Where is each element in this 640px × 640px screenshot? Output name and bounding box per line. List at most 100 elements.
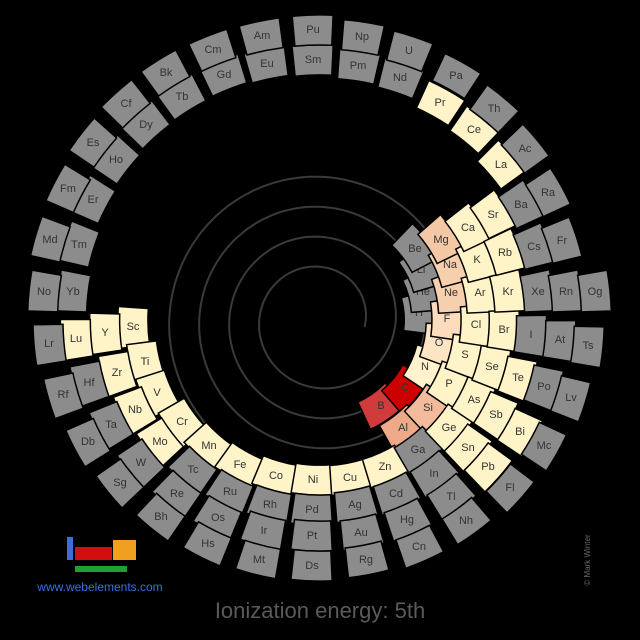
element-symbol: Li [417, 264, 426, 276]
element-symbol: Fe [234, 459, 247, 471]
element-symbol: La [495, 159, 508, 171]
element-cell: Ds [290, 548, 333, 582]
element-symbol: C [401, 382, 409, 394]
element-cell: Nh [440, 496, 493, 546]
element-symbol: Ru [223, 486, 237, 498]
element-symbol: Nh [459, 515, 473, 527]
element-cell: No [26, 269, 63, 313]
cell-shape [182, 520, 233, 567]
element-cell: Fr [540, 216, 583, 265]
element-symbol: Ce [467, 124, 481, 136]
element-cell: Y [88, 312, 123, 356]
element-symbol: Tl [446, 491, 455, 503]
cell-shape [134, 492, 187, 543]
element-symbol: Hg [400, 514, 414, 526]
element-cell: Am [238, 17, 285, 56]
logo-part [75, 547, 112, 560]
element-cell: Fl [485, 462, 536, 514]
element-symbol: Am [254, 30, 271, 42]
element-symbol: Ni [308, 474, 318, 486]
element-symbol: Tc [188, 464, 200, 476]
element-cell: Ra [524, 167, 572, 218]
element-symbol: U [405, 45, 413, 57]
cell-shape [576, 269, 613, 313]
element-cell: Ac [500, 123, 551, 175]
element-cell: Bk [139, 48, 191, 98]
element-cell: Eu [242, 45, 290, 85]
element-cell: Ts [569, 325, 605, 369]
element-cell: Po [522, 364, 565, 412]
element-symbol: V [153, 387, 161, 399]
element-symbol: Ga [411, 444, 427, 456]
cell-shape [431, 52, 482, 100]
element-symbol: Er [88, 194, 99, 206]
cell-shape [440, 496, 493, 546]
element-symbol: Rh [263, 499, 277, 511]
element-cell: Fm [44, 163, 92, 214]
element-symbol: Sn [461, 442, 474, 454]
element-symbol: Fm [60, 183, 76, 195]
element-symbol: P [445, 378, 452, 390]
element-symbol: Cn [412, 541, 426, 553]
cell-shape [344, 540, 390, 579]
element-symbol: F [444, 313, 451, 325]
element-symbol: At [555, 334, 565, 346]
element-symbol: Ca [461, 222, 476, 234]
cell-shape [187, 28, 237, 73]
cell-shape [139, 48, 191, 98]
cell-shape [238, 17, 285, 56]
element-cell: Rn [547, 269, 584, 313]
element-symbol: Eu [260, 58, 273, 70]
element-cell: At [541, 319, 577, 363]
cell-shape [64, 417, 112, 468]
element-cell: Ni [290, 462, 335, 496]
element-symbol: Pm [350, 60, 367, 72]
element-symbol: Pa [449, 70, 463, 82]
element-symbol: N [421, 361, 429, 373]
element-symbol: Gd [217, 69, 232, 81]
cell-shape [569, 325, 605, 369]
element-symbol: Cm [204, 44, 221, 56]
element-cell: Np [340, 18, 386, 57]
element-symbol: Cl [471, 319, 481, 331]
cell-shape [290, 548, 333, 582]
spiral-lines [168, 175, 483, 480]
element-cell: Cm [187, 28, 237, 73]
element-cell: Co [250, 454, 299, 496]
element-symbol: Es [87, 137, 100, 149]
element-symbol: Te [512, 372, 524, 384]
element-symbol: Si [423, 402, 433, 414]
element-symbol: Hf [84, 377, 96, 389]
cell-shape [485, 462, 536, 514]
element-cell: Tm [58, 220, 101, 269]
element-cell: Pr [415, 79, 466, 127]
element-symbol: Db [81, 436, 95, 448]
element-symbol: Ac [519, 143, 532, 155]
cell-shape [394, 524, 445, 570]
element-symbol: Pu [306, 24, 319, 36]
caption: Ionization energy: 5th [215, 598, 425, 623]
element-symbol: Sm [305, 54, 322, 66]
site-url[interactable]: www.webelements.com [36, 580, 162, 594]
cell-shape [32, 323, 68, 367]
cell-shape [540, 216, 583, 265]
element-cell: Pt [289, 518, 334, 552]
element-symbol: H [415, 307, 423, 319]
element-cell: Cn [394, 524, 445, 570]
element-symbol: Pd [305, 504, 318, 516]
element-symbol: Xe [531, 286, 544, 298]
logo-part [67, 537, 73, 560]
element-symbol: Y [101, 327, 109, 339]
element-symbol: B [377, 400, 384, 412]
element-symbol: Re [170, 488, 184, 500]
element-symbol: Ts [583, 340, 595, 352]
element-symbol: Pt [307, 530, 317, 542]
element-cell: Bh [134, 492, 187, 543]
element-cell: Md [29, 215, 72, 263]
element-symbol: Rg [359, 554, 373, 566]
element-symbol: Nb [128, 404, 142, 416]
cell-shape [68, 116, 118, 169]
element-symbol: Ne [444, 287, 458, 299]
element-symbol: Nd [393, 72, 407, 84]
element-symbol: Cr [176, 416, 188, 428]
